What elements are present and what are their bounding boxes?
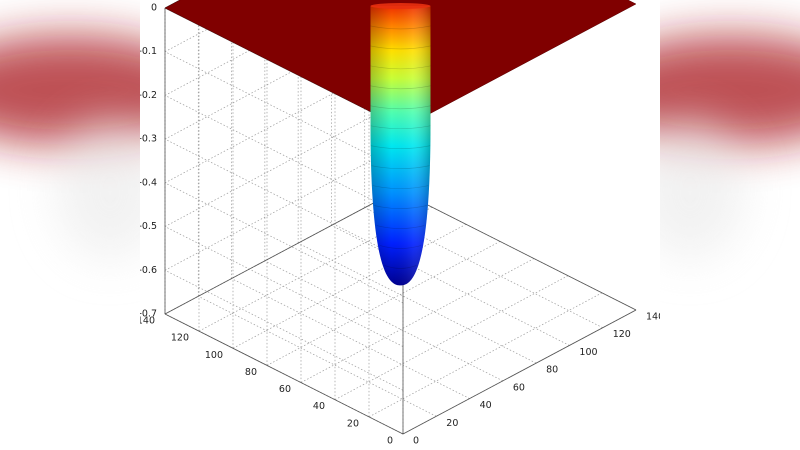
grid-line [331, 225, 570, 346]
well-contour [370, 105, 431, 110]
x-tick-label: 140 [646, 312, 660, 323]
y-tick-label: 0 [387, 436, 393, 447]
z-tick-label: -0.4 [140, 177, 157, 188]
z-tick-label: -0.3 [140, 134, 157, 145]
grid-line [364, 207, 603, 329]
z-tick-label: -0.7 [140, 309, 157, 320]
grid-line [231, 278, 470, 399]
x-tick-label: 60 [513, 382, 525, 393]
grid-line [300, 258, 535, 383]
z-tick-label: 0 [151, 3, 157, 14]
grid-line [264, 260, 504, 382]
well-contour [371, 165, 430, 169]
grid-line [164, 138, 404, 260]
grid-line [297, 242, 537, 364]
x-tick-label: 100 [579, 347, 597, 358]
right-pillar-art [660, 0, 800, 450]
x-tick-label: 120 [613, 329, 631, 340]
well-contour [374, 205, 427, 209]
well-rim [370, 3, 431, 9]
grid-line [198, 295, 437, 417]
y-tick-label: 40 [313, 401, 325, 412]
grid-line [334, 275, 569, 401]
x-tick-label: 20 [446, 418, 458, 429]
well-contour [370, 85, 431, 90]
grid-line [164, 51, 404, 173]
x-tick-label: 40 [480, 400, 492, 411]
well-contour [370, 65, 431, 70]
grid-line [232, 223, 467, 349]
well-contour [370, 145, 431, 149]
well-contour [370, 25, 431, 30]
axis-tick-labels: 0 -0.1 -0.2 -0.3 -0.4 -0.5 -0.6 -0.7 0 20 40 60 80 10… [140, 3, 660, 447]
well-contour [370, 45, 431, 50]
y-axis-line [164, 313, 404, 435]
well-shading [370, 6, 431, 286]
y-tick-label: 60 [279, 384, 291, 395]
grid-line [164, 269, 404, 391]
grid-line [164, 182, 404, 304]
z-tick-label: -0.5 [140, 221, 157, 232]
grid-line [368, 292, 603, 418]
y-tick-label: 100 [205, 350, 223, 361]
left-blur-pillar [0, 0, 140, 450]
right-blur-pillar [660, 0, 800, 450]
left-pillar-art [0, 0, 140, 450]
z-tick-label: -0.1 [140, 46, 157, 57]
surface-plot: 0 -0.1 -0.2 -0.3 -0.4 -0.5 -0.6 -0.7 0 20 40 60 80 10… [140, 0, 660, 447]
well-contour [376, 225, 425, 229]
y-tick-label: 140 [140, 316, 155, 327]
well-contour [384, 265, 417, 269]
well-contour [379, 245, 422, 249]
axis-box-edge [397, 189, 637, 311]
x-tick-label: 80 [546, 365, 558, 376]
well-contour [372, 185, 429, 189]
z-tick-label: -0.2 [140, 90, 157, 101]
well-contour [370, 125, 431, 130]
axis-box-edge [164, 189, 399, 315]
y-tick-label: 20 [347, 418, 359, 429]
surface-plot-figure: 0 -0.1 -0.2 -0.3 -0.4 -0.5 -0.6 -0.7 0 20 40 60 80 10… [140, 0, 660, 450]
y-tick-label: 80 [245, 367, 257, 378]
y-tick-label: 120 [171, 333, 189, 344]
x-axis-line [402, 309, 637, 435]
x-tick-label: 0 [413, 436, 419, 447]
surface-layer [164, 0, 637, 286]
grid-line [164, 95, 404, 216]
grid-line [164, 226, 404, 347]
z-tick-label: -0.6 [140, 265, 157, 276]
